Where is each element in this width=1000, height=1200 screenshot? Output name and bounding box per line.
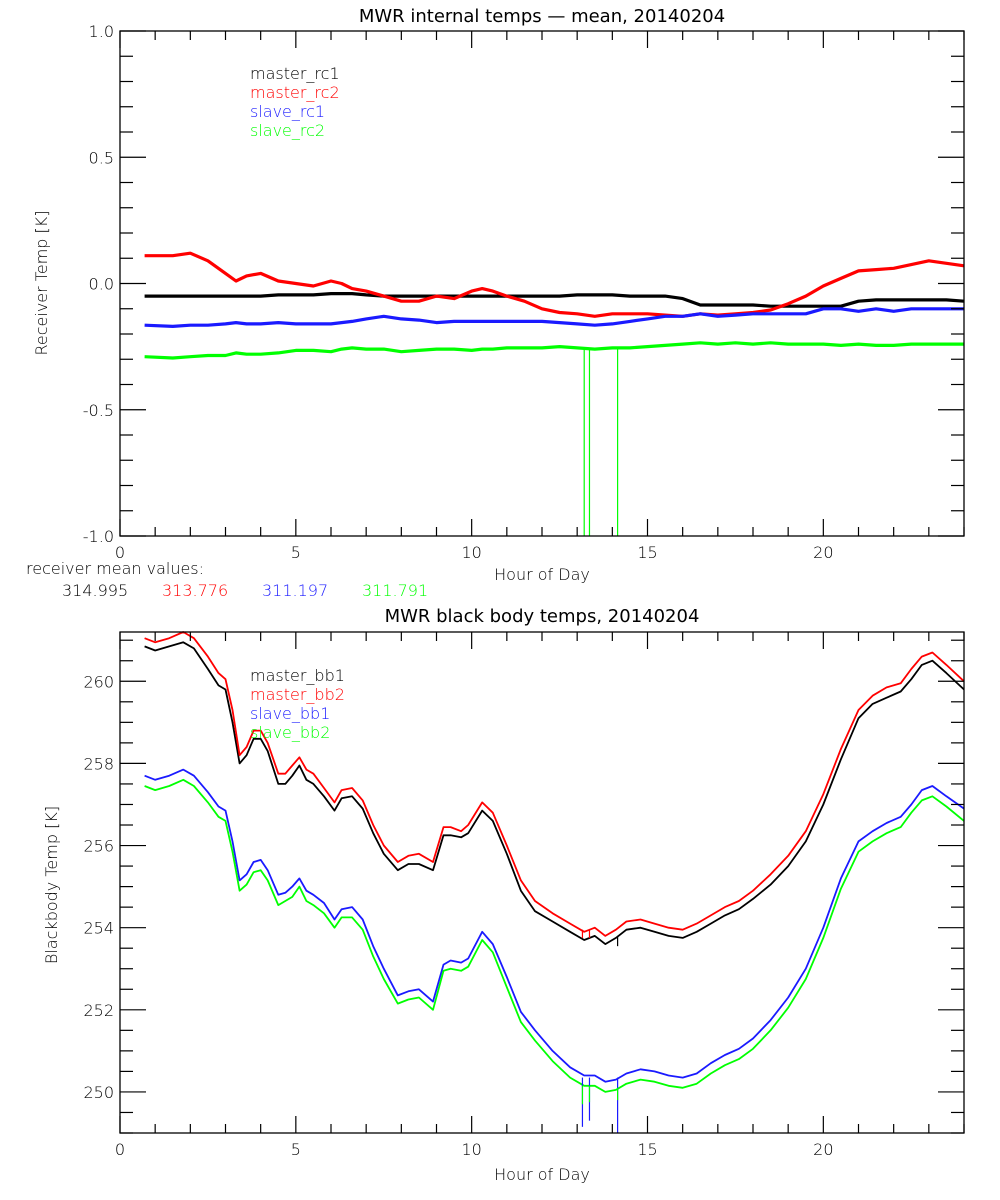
- legend-master-bb1: master_bb1: [250, 666, 345, 685]
- x-tick-label: 0: [115, 543, 125, 562]
- blackbody-legend: master_bb1 master_bb2 slave_bb1 slave_bb…: [250, 666, 345, 742]
- x-tick-label: 5: [291, 543, 301, 562]
- y-tick-label: 254: [83, 919, 114, 938]
- legend-slave-rc2: slave_rc2: [250, 121, 325, 140]
- legend-master-bb2: master_bb2: [250, 685, 345, 704]
- x-axis-label-blackbody: Hour of Day: [494, 1165, 590, 1184]
- receiver-series-group: [144, 251, 965, 360]
- mean-value-master-rc2: 313.776: [162, 581, 228, 600]
- x-tick-label: 10: [461, 1140, 481, 1159]
- series-line-slave-rc1: [144, 307, 964, 328]
- mean-value-master-rc1: 314.995: [62, 581, 128, 600]
- receiver-y-tick-labels: 1.0 0.5 0.0 -0.5 -1.0: [83, 22, 114, 546]
- blackbody-ticks: [119, 632, 965, 1134]
- receiver-spikes-group: [583, 349, 619, 536]
- x-tick-label: 5: [291, 1140, 301, 1159]
- blackbody-y-tick-labels: 260 258 256 254 252 250: [83, 672, 114, 1102]
- x-tick-label: 20: [813, 1140, 833, 1159]
- series-line-master-rc1: [144, 292, 965, 308]
- series-line-master-bb1: [144, 641, 965, 945]
- y-axis-label-blackbody: Blackbody Temp [K]: [42, 806, 61, 964]
- blackbody-plot-frame: [119, 631, 965, 1134]
- y-tick-label: 258: [83, 754, 114, 773]
- legend-slave-bb2: slave_bb2: [250, 723, 330, 742]
- x-tick-label: 15: [637, 1140, 657, 1159]
- y-axis-label-receiver: Receiver Temp [K]: [32, 210, 51, 355]
- receiver-legend: master_rc1 master_rc2 slave_rc1 slave_rc…: [250, 64, 340, 140]
- series-line-master-bb2: [144, 631, 965, 937]
- series-line-slave-bb2: [144, 778, 965, 1093]
- blackbody-x-tick-labels: 0 5 10 15 20: [115, 1140, 834, 1159]
- series-line-slave-bb1: [144, 768, 965, 1083]
- legend-slave-bb1: slave_bb1: [250, 704, 330, 723]
- mean-value-slave-rc2: 311.791: [362, 581, 428, 600]
- mean-values-label: receiver mean values:: [26, 559, 204, 578]
- legend-slave-rc1: slave_rc1: [250, 102, 325, 121]
- x-tick-label: 10: [461, 543, 481, 562]
- blackbody-temps-panel: MWR black body temps, 20140204 0 5 10 15 20 …: [42, 606, 965, 1184]
- receiver-x-tick-labels: 0 5 10 15 20: [115, 543, 834, 562]
- x-tick-label: 20: [813, 543, 833, 562]
- x-axis-label-receiver: Hour of Day: [494, 565, 590, 584]
- y-tick-label: 256: [83, 837, 114, 856]
- y-tick-label: 260: [83, 672, 114, 691]
- mean-value-slave-rc1: 311.197: [262, 581, 328, 600]
- chart-title-receiver: MWR internal temps — mean, 20140204: [359, 6, 725, 27]
- chart-title-blackbody: MWR black body temps, 20140204: [385, 606, 700, 627]
- y-tick-label: 1.0: [89, 22, 114, 41]
- y-tick-label: 0.5: [89, 148, 114, 167]
- blackbody-spikes-group: [581, 929, 619, 1133]
- series-line-slave-rc2: [144, 341, 964, 360]
- legend-master-rc2: master_rc2: [250, 83, 340, 102]
- receiver-plot-frame: [119, 30, 965, 537]
- receiver-ticks: [119, 30, 965, 537]
- y-tick-label: -0.5: [83, 401, 114, 420]
- series-line-master-rc2: [144, 251, 965, 318]
- y-tick-label: 0.0: [89, 275, 114, 294]
- receiver-temps-panel: MWR internal temps — mean, 20140204 0 5 10…: [26, 6, 965, 600]
- x-tick-label: 15: [637, 543, 657, 562]
- blackbody-series-group: [144, 631, 965, 1093]
- x-tick-label: 0: [115, 1140, 125, 1159]
- y-tick-label: -1.0: [83, 527, 114, 546]
- y-tick-label: 252: [83, 1001, 114, 1020]
- y-tick-label: 250: [83, 1083, 114, 1102]
- legend-master-rc1: master_rc1: [250, 64, 340, 83]
